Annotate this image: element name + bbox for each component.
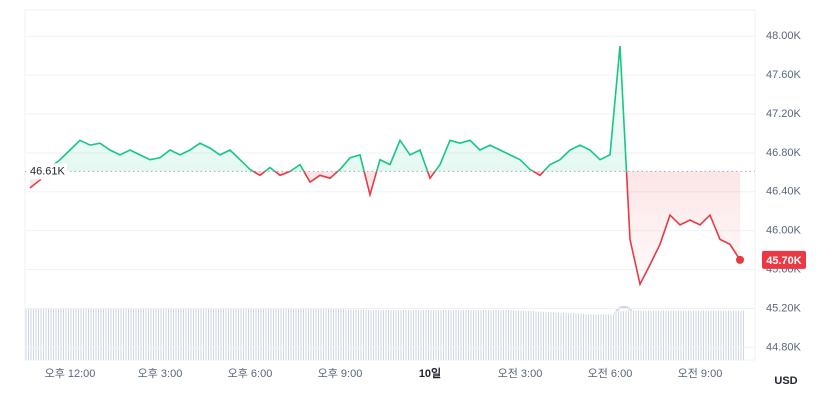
volume-bar [145,308,155,360]
volume-bar [445,310,455,360]
x-tick-label: 오후 3:00 [138,367,183,380]
area-down [30,171,740,285]
y-tick-label: 46.80K [766,147,802,159]
volume-bar [685,310,695,360]
volume-bar [275,308,285,360]
last-price-label: 45.70K [766,255,802,267]
volume-bar [625,310,635,360]
volume-bar [375,310,385,360]
volume-bar [535,311,545,360]
volume-bar [605,314,615,360]
volume-bar [555,312,565,360]
volume-bar [595,314,605,360]
volume-bar [265,308,275,360]
volume-bar [725,310,735,360]
volume-bar [385,310,395,360]
volume-bar [135,308,145,360]
volume-bar [215,308,225,360]
volume-bar [395,310,405,360]
y-tick-label: 46.00K [766,225,802,237]
x-tick-label: 오전 3:00 [498,367,543,380]
x-tick-label: 오후 6:00 [228,367,273,380]
volume-bar [575,313,585,360]
volume-bar [435,310,445,360]
volume-bar [645,310,655,360]
volume-bar [465,310,475,360]
volume-bar [125,308,135,360]
volume-bar [75,308,85,360]
volume-bar [315,308,325,360]
area-up [46,46,627,172]
volume-bar [585,314,595,360]
y-tick-label: 47.20K [766,108,802,120]
volume-bar [25,308,35,360]
x-tick-label: 오전 9:00 [678,367,723,380]
volume-bar [655,310,665,360]
volume-bar [35,308,45,360]
y-tick-label: 46.40K [766,186,802,198]
volume-bar [365,310,375,360]
baseline-label-bg [27,163,67,180]
x-tick-label: 오후 12:00 [45,367,96,380]
volume-bar [205,308,215,360]
volume-bar [95,308,105,360]
volume-bar [715,310,725,360]
volume-bar [475,310,485,360]
volume-bar [195,308,205,360]
volume-bar [85,308,95,360]
currency-label: USD [774,375,797,387]
y-tick-label: 45.20K [766,302,802,314]
x-tick-label: 오후 9:00 [318,367,363,380]
volume-bar [705,310,715,360]
volume-bar [335,309,345,360]
volume-bar [455,310,465,360]
volume-bar [255,308,265,360]
volume-bar [105,308,115,360]
volume-bar [695,310,705,360]
volume-bar [285,308,295,360]
volume-bar [225,308,235,360]
volume-bar [65,308,75,360]
x-tick-label: 오전 6:00 [588,367,633,380]
volume-bar [235,308,245,360]
volume-bar [305,308,315,360]
volume-bar [355,309,365,360]
volume-bar [735,310,745,360]
volume-bar [635,310,645,360]
volume-bar [675,310,685,360]
volume-bar [245,308,255,360]
volume-bar [325,308,335,360]
volume-bar [55,308,65,360]
volume-bar [565,313,575,360]
volume-bar [505,310,515,360]
last-point [736,255,744,264]
volume-bar [295,308,305,360]
y-tick-label: 47.60K [766,69,802,81]
volume-bar [115,308,125,360]
y-tick-label: 48.00K [766,30,802,42]
price-line-up [45,45,628,172]
volume-bar [165,308,175,360]
volume-bar [615,311,625,360]
volume-bar [485,310,495,360]
volume-bar [545,312,555,360]
volume-bar [405,310,415,360]
volume-bar [175,308,185,360]
volume-bar [525,311,535,360]
x-tick-label: 10일 [419,366,441,380]
baseline-label: 46.61K [30,165,66,177]
volume-bar [415,310,425,360]
volume-bar [665,310,675,360]
volume-bar [515,310,525,360]
volume-bar [45,308,55,360]
y-tick-label: 44.80K [766,341,802,353]
volume-bar [495,310,505,360]
last-price-tag [762,250,806,269]
volume-bar [345,309,355,360]
volume-bar [425,310,435,360]
volume-bar [185,308,195,360]
volume-bar [155,308,165,360]
